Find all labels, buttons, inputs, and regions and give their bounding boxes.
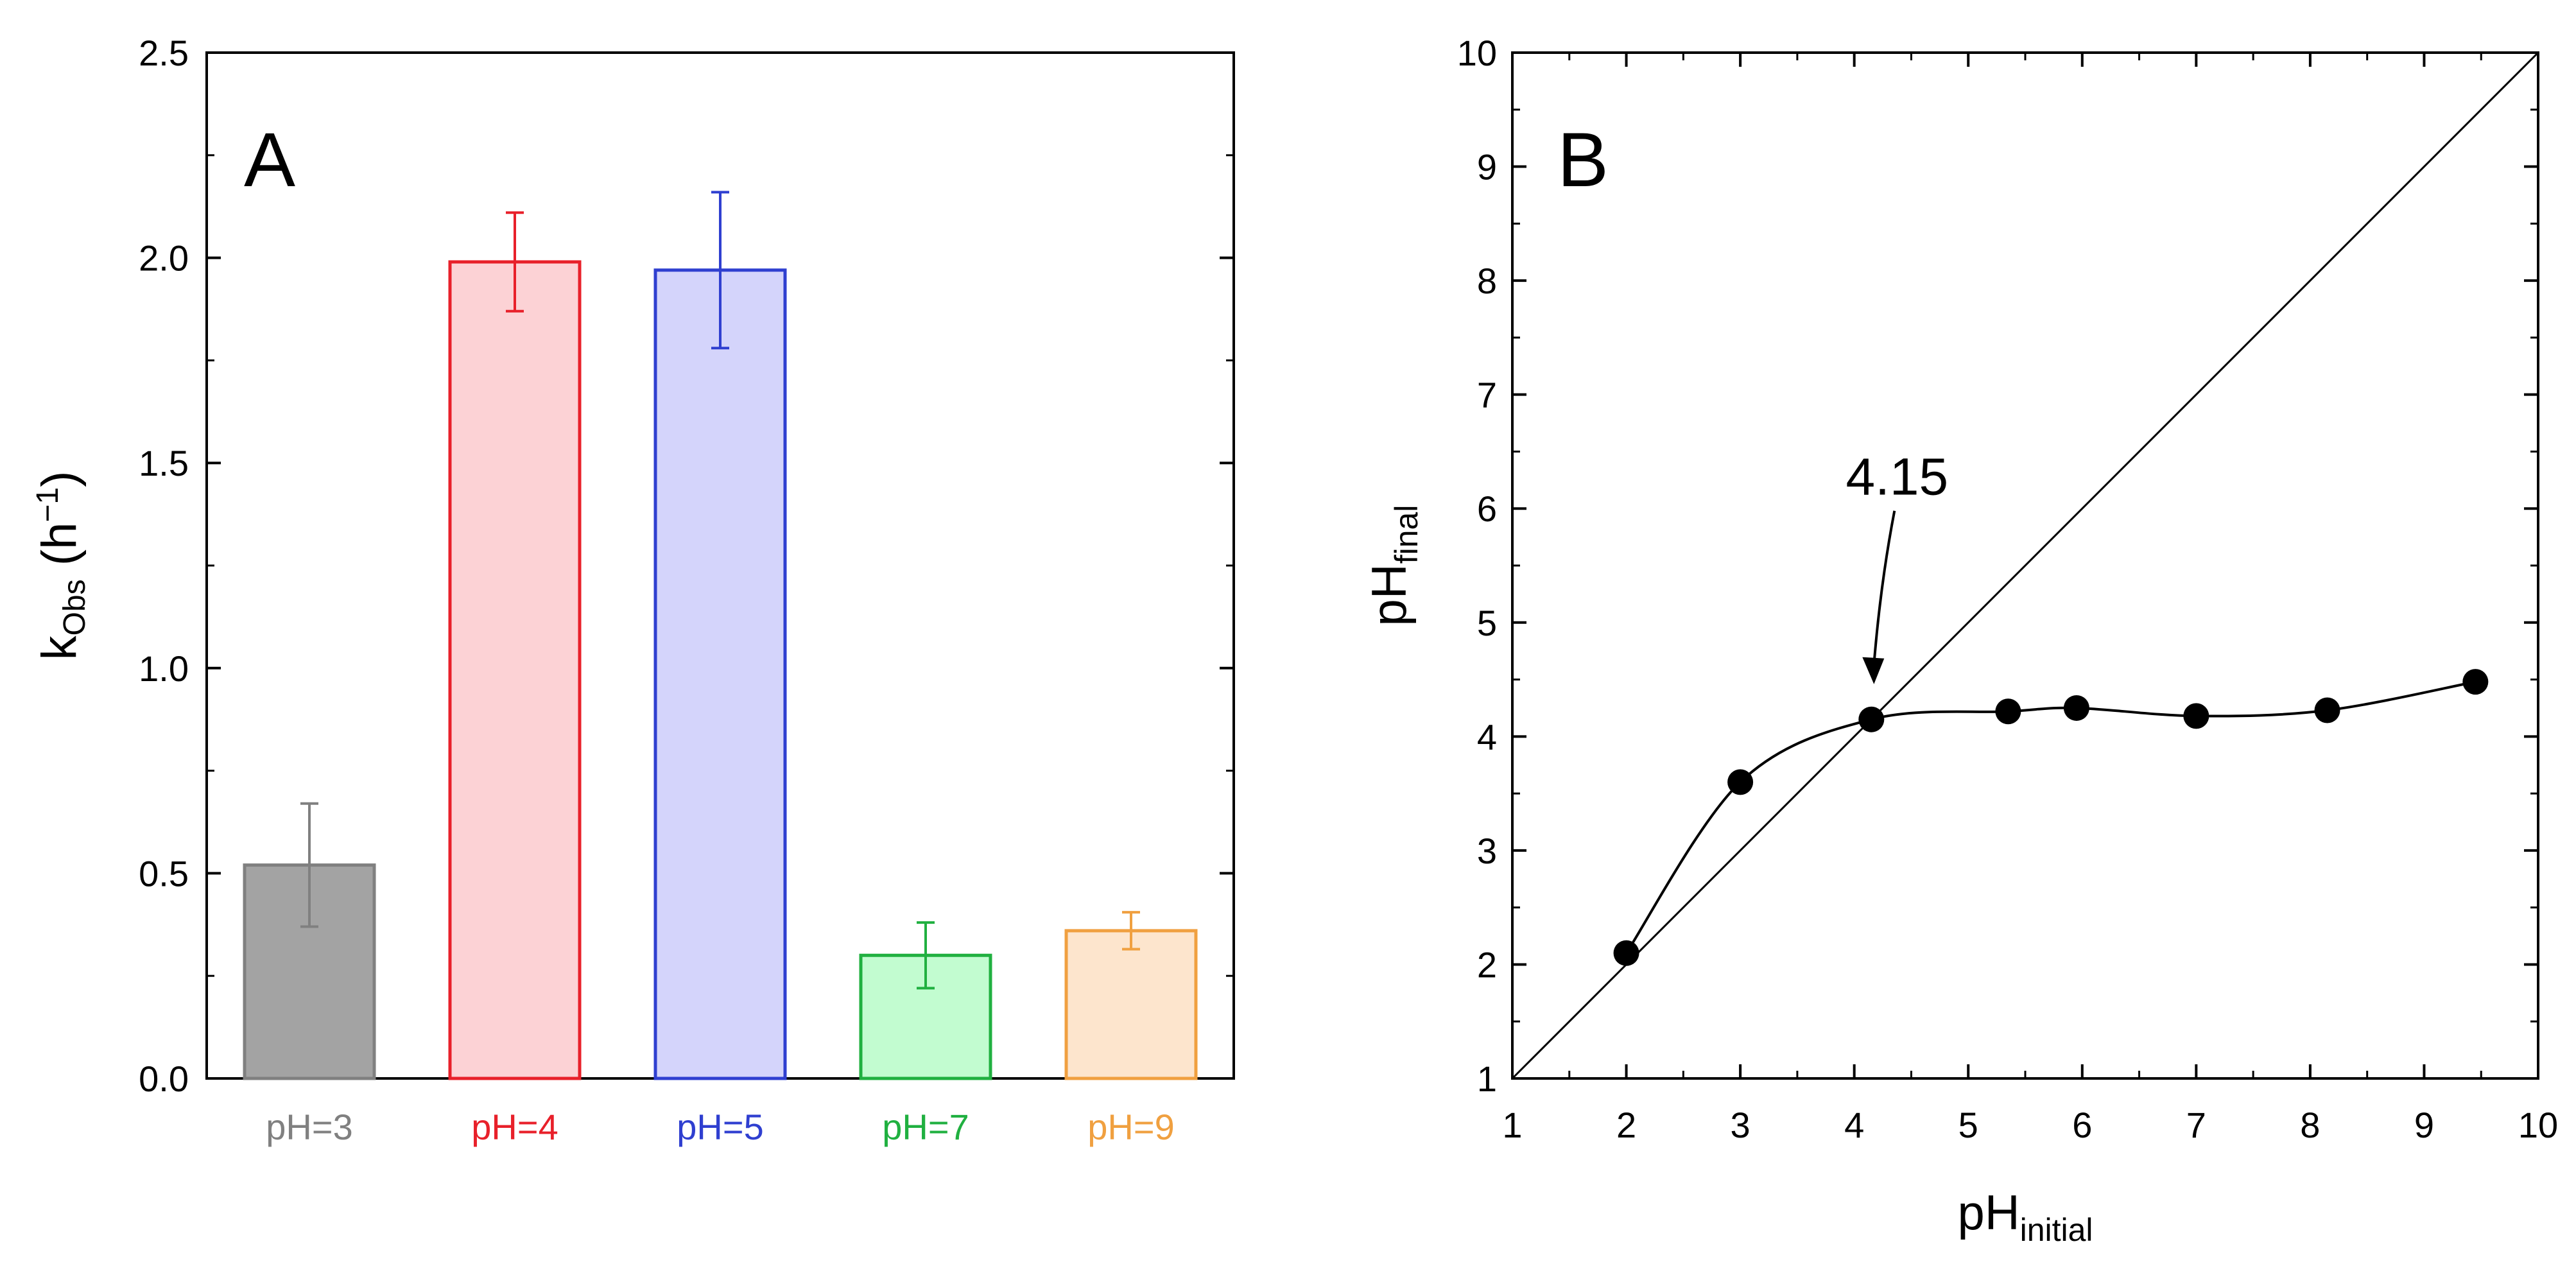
panel-b-letter: B (1557, 117, 1609, 203)
x-tick-label: 1 (1502, 1105, 1522, 1145)
panel-b-reference-line (1511, 51, 2539, 1080)
y-tick-label: 8 (1477, 261, 1497, 301)
bar-pH=4 (448, 260, 582, 1080)
category-label-pH=5: pH=5 (677, 1107, 763, 1147)
panel-a-bars (243, 191, 1198, 1080)
category-label-pH=4: pH=4 (471, 1107, 558, 1147)
y-tick-label: 1.0 (139, 648, 189, 689)
x-tick-label: 5 (1958, 1105, 1978, 1145)
panel-b-x-axis-title: pHinitial (1957, 1186, 2093, 1248)
panel-b-data-points (1613, 669, 2489, 966)
panel-a-ylabel-unit-close: ) (32, 471, 87, 487)
data-point-1 (1613, 940, 1639, 966)
y-tick-label: 7 (1477, 375, 1497, 415)
panel-a-letter: A (244, 117, 295, 203)
panel-a-ylabel-unit-open: (h (32, 523, 87, 580)
category-label-pH=7: pH=7 (882, 1107, 969, 1147)
y-tick-label: 6 (1477, 489, 1497, 529)
y-tick-label: 2.0 (139, 238, 189, 279)
y-tick-label: 3 (1477, 831, 1497, 871)
panel-b-fit-curve (1625, 680, 2476, 954)
x-tick-label: 4 (1844, 1105, 1864, 1145)
y-tick-label: 2 (1477, 944, 1497, 985)
y-tick-label: 1.5 (139, 443, 189, 483)
x-tick-label: 3 (1731, 1105, 1750, 1145)
category-label-pH=9: pH=9 (1087, 1107, 1174, 1147)
panel-b-ylabel-subscript: final (1388, 505, 1424, 564)
panel-b-annotation-label: 4.15 (1846, 448, 1948, 506)
panel-a-bar-chart: 0.00.51.01.52.02.5 pH=3 pH=4 pH=5 pH=7 pH=9 … (31, 33, 1235, 1147)
data-point-2 (1727, 769, 1754, 795)
panel-a-category-labels: pH=3 pH=4 pH=5 pH=7 pH=9 (266, 1107, 1174, 1147)
x-tick-label: 7 (2186, 1105, 2206, 1145)
category-label-pH=3: pH=3 (266, 1107, 352, 1147)
y-tick-label: 5 (1477, 603, 1497, 643)
data-point-4 (1995, 698, 2021, 725)
panel-b-axis-ticks: 1 2 3 4 5 6 7 8 9 10 1 2 3 4 5 6 7 8 9 10 (1457, 33, 2558, 1145)
data-point-8 (2462, 669, 2489, 695)
bar-pH=9 (1064, 929, 1198, 1080)
y-tick-label: 1 (1477, 1059, 1497, 1099)
y-tick-label: 10 (1457, 33, 1497, 73)
panel-b-xlabel-subscript: initial (2020, 1212, 2093, 1248)
panel-b-ylabel-main: pH (1362, 564, 1417, 626)
data-point-6 (2183, 703, 2209, 729)
y-tick-label: 0.0 (139, 1059, 189, 1099)
panel-b-annotation-arrow (1872, 510, 1896, 665)
x-tick-label: 8 (2300, 1105, 2320, 1145)
panel-a-ylabel-main: k (32, 635, 87, 660)
y-tick-label: 0.5 (139, 853, 189, 894)
bar-pH=5 (653, 268, 787, 1080)
data-point-3 (1858, 706, 1885, 732)
y-tick-label: 9 (1477, 147, 1497, 187)
panel-a-y-axis-title: kObs (h−1) (31, 471, 92, 661)
x-tick-label: 10 (2518, 1105, 2558, 1145)
panel-a-ylabel-subscript: Obs (58, 579, 92, 636)
y-tick-label: 2.5 (139, 33, 189, 73)
panel-b-annotation-arrowhead (1862, 657, 1885, 684)
x-tick-label: 6 (2072, 1105, 2092, 1145)
panel-b-xlabel-main: pH (1957, 1186, 2019, 1240)
y-tick-label: 4 (1477, 716, 1497, 757)
x-tick-label: 2 (1616, 1105, 1636, 1145)
data-point-5 (2063, 695, 2089, 721)
panel-a-y-axis-ticks: 0.0 0.5 1.0 1.5 2.0 2.5 (139, 33, 1234, 1099)
panel-b-y-axis-title: pHfinal (1362, 505, 1424, 627)
x-tick-label: 9 (2414, 1105, 2434, 1145)
data-point-7 (2314, 697, 2340, 723)
panel-a-ylabel-superscript: −1 (31, 487, 65, 523)
